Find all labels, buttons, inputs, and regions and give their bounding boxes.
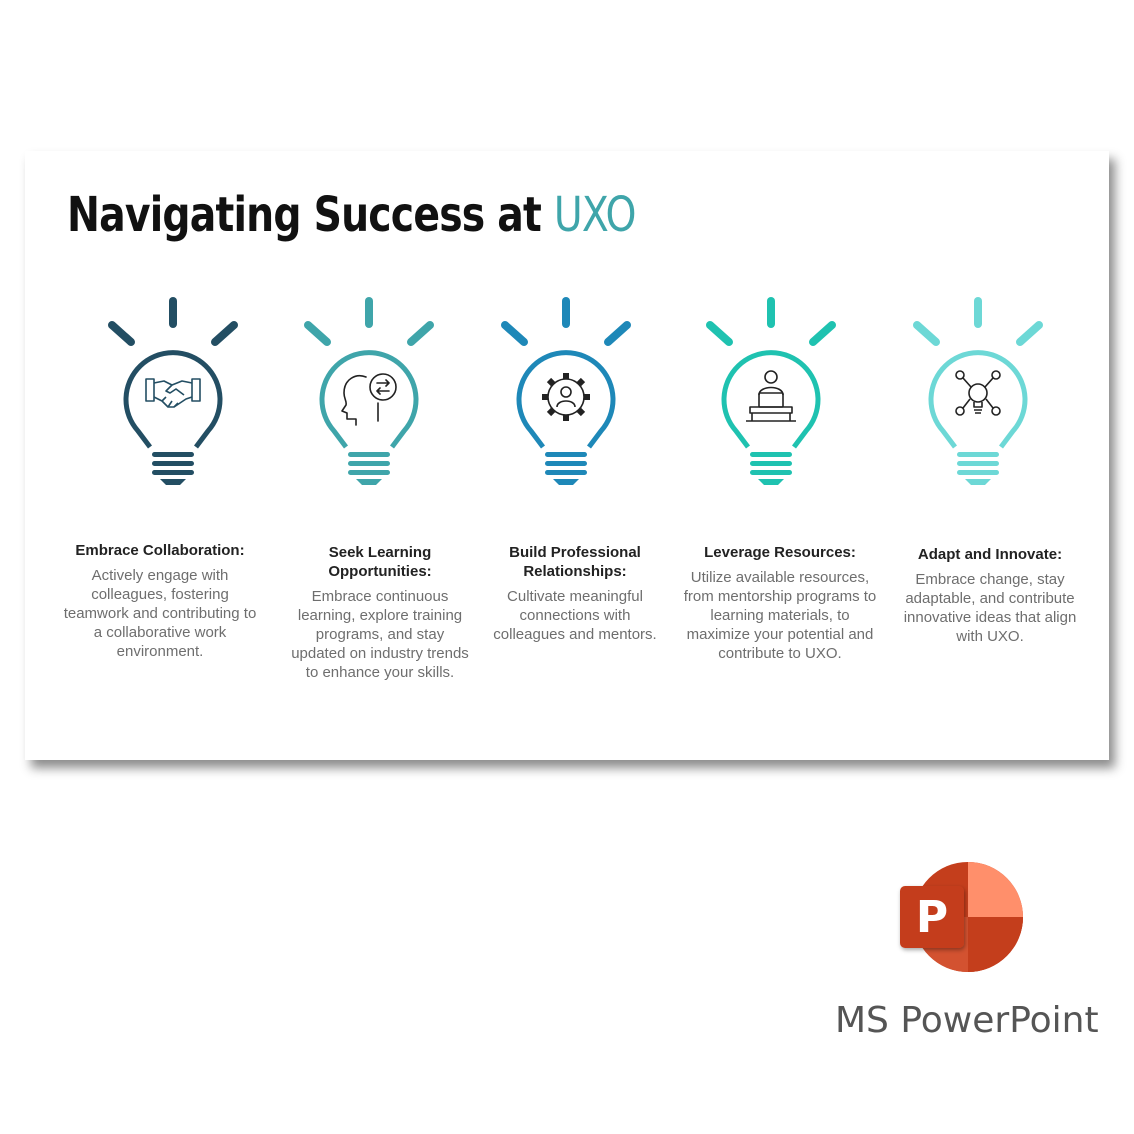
bulb-4 — [706, 297, 836, 493]
item-title: Build Professional Relationships: — [509, 544, 641, 580]
item-body: Utilize available resources, from mentor… — [683, 569, 877, 662]
lightbulb-icon — [108, 297, 238, 485]
item-title: Leverage Resources: — [704, 544, 856, 561]
item-body: Embrace continuous learning, explore tra… — [291, 588, 469, 681]
item-collaboration: Embrace Collaboration: Actively engage w… — [62, 541, 258, 661]
bulb-1 — [108, 297, 238, 493]
item-title: Adapt and Innovate: — [917, 546, 1063, 563]
gear-person-icon — [542, 373, 590, 421]
bulb-2 — [304, 297, 434, 493]
person-laptop-icon — [746, 370, 796, 422]
title-accent: UXO — [553, 187, 637, 243]
handshake-icon — [145, 378, 201, 408]
head-exchange-icon — [341, 373, 397, 426]
lightbulb-icon — [304, 297, 434, 485]
bulb-network-icon — [955, 370, 1001, 416]
slide: Navigating Success at UXO — [25, 151, 1109, 760]
app-name-label: MS PowerPoint — [835, 1000, 1099, 1041]
item-body: Cultivate meaningful connections with co… — [493, 588, 657, 643]
item-body: Embrace change, stay adaptable, and cont… — [903, 571, 1077, 645]
title-main: Navigating Success at — [67, 187, 554, 243]
item-body: Actively engage with colleagues, fosteri… — [63, 567, 257, 660]
lightbulb-icon — [706, 297, 836, 485]
slide-title: Navigating Success at UXO — [67, 187, 637, 243]
powerpoint-logo-icon: P — [896, 860, 1026, 976]
item-innovate: Adapt and Innovate: Embrace change, stay… — [893, 545, 1087, 646]
logo-letter: P — [916, 892, 948, 943]
item-title: Embrace Collaboration: — [75, 542, 245, 559]
bulb-3 — [501, 297, 631, 493]
item-title: Seek Learning Opportunities: — [328, 544, 432, 580]
item-relationships: Build Professional Relationships: Cultiv… — [490, 543, 660, 644]
lightbulb-icon — [501, 297, 631, 485]
bulb-5 — [913, 297, 1043, 493]
item-resources: Leverage Resources: Utilize available re… — [681, 543, 879, 663]
lightbulb-icon — [913, 297, 1043, 485]
item-learning: Seek Learning Opportunities: Embrace con… — [290, 543, 470, 682]
